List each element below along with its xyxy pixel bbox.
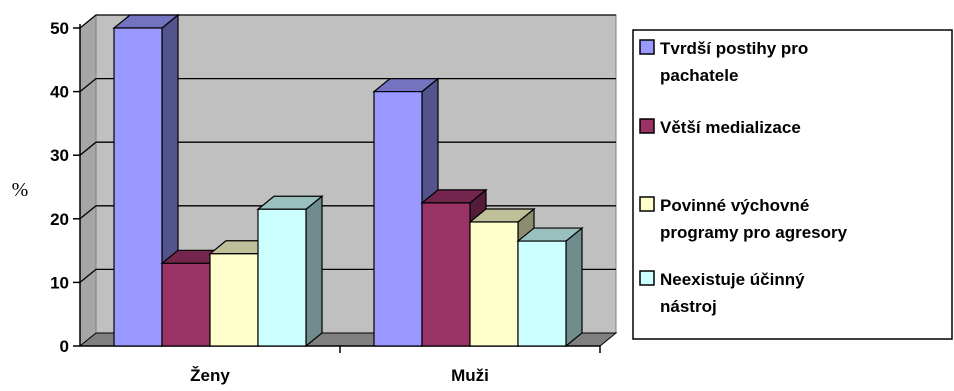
y-tick-label: 20 <box>50 210 69 229</box>
legend-swatch <box>639 39 655 55</box>
y-tick-label: 0 <box>60 337 69 356</box>
bar-side <box>565 226 583 348</box>
bar <box>517 240 567 347</box>
legend-label: pachatele <box>660 66 738 85</box>
y-tick-label: 50 <box>50 19 69 38</box>
bar-side <box>305 194 323 348</box>
bar <box>209 253 259 347</box>
category-label: Muži <box>451 366 489 385</box>
bar <box>469 221 519 347</box>
legend-swatch <box>639 196 655 212</box>
legend-label: Neexistuje účinný <box>660 270 805 289</box>
gridline <box>79 141 616 156</box>
bar <box>161 262 211 347</box>
plot-side-wall <box>79 13 97 348</box>
y-tick-label: 40 <box>50 83 69 102</box>
legend-box <box>632 29 953 340</box>
y-tick-label: 30 <box>50 146 69 165</box>
gridline <box>79 14 616 29</box>
bar <box>113 27 163 347</box>
gridline <box>79 77 616 93</box>
y-axis-label: % <box>12 179 29 201</box>
legend-label: Tvrdší postihy pro <box>660 39 808 58</box>
legend-label: nástroj <box>660 297 717 316</box>
legend-label: programy pro agresory <box>660 223 848 242</box>
category-label: Ženy <box>190 366 230 385</box>
legend-label: Povinné výchovné <box>660 196 809 215</box>
y-tick-label: 10 <box>50 273 69 292</box>
legend-label: Větší medializace <box>660 118 801 137</box>
bar <box>373 90 423 347</box>
bar <box>257 208 307 347</box>
legend-swatch <box>639 270 655 286</box>
bar <box>421 202 471 347</box>
legend-swatch <box>639 118 655 134</box>
